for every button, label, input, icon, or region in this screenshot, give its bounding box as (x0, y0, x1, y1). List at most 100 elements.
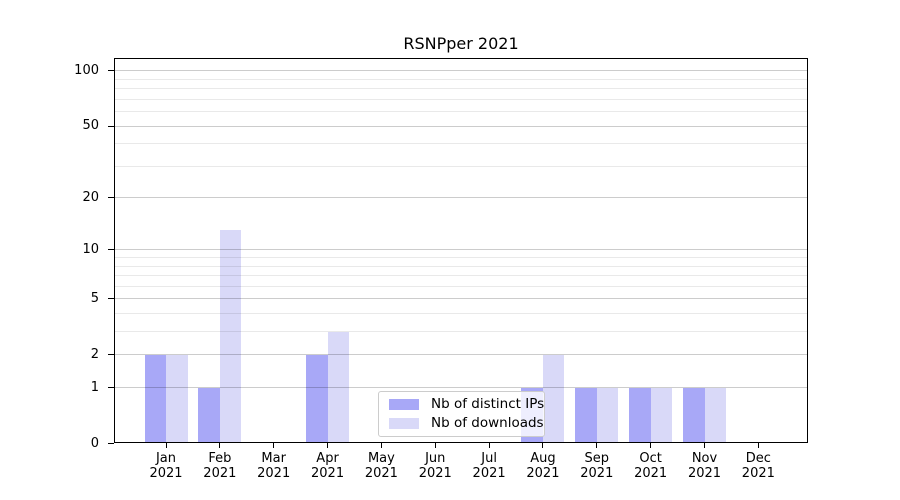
gridline-minor (115, 78, 807, 80)
y-tick-mark (108, 443, 114, 444)
x-tick-label-month: Oct (639, 451, 662, 466)
x-tick-label-year: 2021 (149, 466, 183, 481)
gridline-minor (115, 165, 807, 167)
y-tick-label: 5 (90, 290, 99, 306)
x-tick-mark (650, 443, 652, 448)
legend-item-downloads: Nb of downloads (386, 416, 544, 431)
gridline-minor (115, 313, 807, 315)
gridline-minor (115, 265, 807, 267)
y-tick-label: 20 (82, 189, 99, 205)
gridline-minor (115, 285, 807, 287)
x-tick-label-year: 2021 (257, 466, 291, 481)
x-tick-mark (757, 443, 759, 448)
x-tick-label-month: Jan (155, 451, 177, 466)
x-tick-mark (219, 443, 221, 448)
x-tick-label-year: 2021 (741, 466, 775, 481)
x-tick-label: May 2021 (349, 451, 413, 481)
bar-downloads-nov (704, 387, 726, 443)
legend: Nb of distinct IPs Nb of downloads (378, 391, 545, 437)
x-tick-mark (542, 443, 544, 448)
bar-downloads-jan (166, 354, 188, 443)
x-tick-label-year: 2021 (418, 466, 452, 481)
x-tick-label-month: Jun (425, 451, 446, 466)
y-tick-mark (108, 387, 114, 389)
y-tick-label: 100 (74, 62, 99, 78)
bar-downloads-oct (650, 387, 673, 443)
bar-downloads-aug (542, 354, 565, 443)
x-tick-label: Dec 2021 (726, 451, 790, 481)
x-tick-label-month: Feb (208, 451, 232, 466)
gridline-major (115, 387, 807, 389)
bar-downloads-sep (596, 387, 619, 443)
x-tick-mark (165, 443, 167, 448)
legend-item-distinct-ips: Nb of distinct IPs (386, 397, 544, 412)
bar-downloads-feb (219, 230, 242, 443)
x-tick-mark (488, 443, 490, 448)
chart-title: RSNPper 2021 (403, 34, 519, 53)
y-tick-label: 1 (90, 379, 99, 395)
x-tick-label: Aug 2021 (511, 451, 575, 481)
x-tick-label: Jan 2021 (134, 451, 198, 481)
gridline-minor (115, 88, 807, 90)
x-tick-label-year: 2021 (580, 466, 614, 481)
x-tick-label-month: Sep (584, 451, 610, 466)
bar-distinct-ips-apr (306, 354, 328, 443)
x-tick-label: Oct 2021 (619, 451, 683, 481)
x-tick-label-month: Mar (261, 451, 286, 466)
x-tick-mark (704, 443, 705, 448)
x-tick-label-year: 2021 (472, 466, 506, 481)
x-tick-label-month: Dec (745, 451, 771, 466)
gridline-major (115, 354, 807, 356)
x-tick-label: Apr 2021 (296, 451, 360, 481)
x-tick-mark (596, 443, 598, 448)
y-tick-label: 0 (90, 435, 99, 451)
bar-distinct-ips-oct (629, 387, 651, 443)
y-tick-label: 2 (90, 346, 99, 362)
legend-label-distinct-ips: Nb of distinct IPs (431, 396, 545, 412)
gridline-major (115, 125, 807, 127)
y-tick-mark (108, 298, 114, 300)
x-tick-label: Sep 2021 (565, 451, 629, 481)
x-tick-label: Mar 2021 (242, 451, 306, 481)
x-tick-label-month: Jul (481, 451, 497, 466)
bar-distinct-ips-jan (144, 354, 166, 443)
x-tick-label-year: 2021 (526, 466, 560, 481)
y-tick-label: 10 (82, 241, 99, 257)
x-tick-label: Jul 2021 (457, 451, 521, 481)
x-tick-label: Feb 2021 (188, 451, 252, 481)
x-tick-label-month: Aug (530, 451, 556, 466)
x-tick-mark (380, 443, 382, 448)
x-tick-mark (327, 443, 329, 448)
x-tick-label-year: 2021 (364, 466, 398, 481)
legend-swatch-downloads (389, 418, 419, 429)
plot-area (114, 58, 808, 443)
x-tick-label-year: 2021 (203, 466, 237, 481)
x-tick-mark (273, 443, 275, 448)
y-tick-mark (108, 197, 114, 199)
y-tick-mark (108, 249, 114, 251)
y-tick-mark (108, 70, 114, 72)
bar-distinct-ips-sep (575, 387, 597, 443)
x-tick-label: Jun 2021 (403, 451, 467, 481)
gridline-minor (115, 257, 807, 259)
y-tick-label: 50 (82, 118, 99, 134)
gridline-major (115, 70, 807, 72)
gridline-minor (115, 331, 807, 333)
bar-downloads-apr (327, 331, 350, 443)
gridline-minor (115, 143, 807, 145)
y-tick-mark (108, 354, 114, 356)
x-tick-label-year: 2021 (687, 466, 722, 481)
legend-swatch-distinct-ips (389, 399, 419, 410)
x-tick-label-month: May (367, 451, 395, 466)
y-tick-mark (108, 125, 114, 127)
x-tick-label-month: Apr (316, 451, 339, 466)
legend-label-downloads: Nb of downloads (431, 415, 544, 431)
x-tick-label-year: 2021 (634, 466, 668, 481)
gridline-minor (115, 98, 807, 100)
gridline-major (115, 197, 807, 199)
x-tick-mark (434, 443, 436, 448)
bar-distinct-ips-feb (198, 387, 220, 443)
gridline-minor (115, 111, 807, 113)
gridline-major (115, 298, 807, 300)
